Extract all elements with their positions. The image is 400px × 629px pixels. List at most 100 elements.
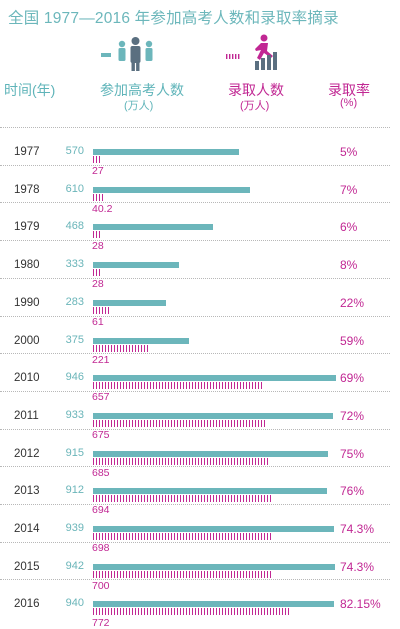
year-label: 2015	[14, 560, 40, 573]
applicants-value-label: 468	[65, 220, 84, 233]
row-divider	[0, 541, 390, 543]
admitted-value-label: 685	[92, 466, 110, 479]
admitted-legend	[226, 34, 277, 70]
year-label: 1990	[14, 296, 40, 309]
row-divider	[0, 164, 390, 166]
rate-label: 8%	[340, 258, 358, 273]
rate-label: 74.3%	[340, 522, 375, 536]
rate-label: 76%	[340, 484, 365, 499]
applicants-bar	[93, 488, 328, 495]
admitted-bar	[93, 306, 109, 314]
applicants-value-label: 283	[65, 295, 84, 308]
rate-label: 72%	[340, 408, 365, 423]
year-label: 2010	[14, 372, 40, 385]
year-label: 2011	[14, 409, 39, 422]
admitted-value-label: 700	[92, 579, 110, 592]
applicants-column-header: 参加高考人数	[100, 82, 184, 98]
year-label: 2014	[14, 523, 40, 535]
row-divider	[0, 315, 390, 317]
people-group-center-person	[130, 37, 141, 71]
year-label: 2013	[14, 485, 40, 498]
row-divider	[0, 579, 390, 581]
admitted-bar	[93, 231, 101, 239]
admitted-value-label: 221	[92, 353, 110, 366]
applicants-legend-swatch	[101, 53, 111, 57]
row-divider	[0, 353, 390, 355]
rate-label: 82.15%	[340, 597, 381, 612]
applicants-value-label: 570	[65, 145, 84, 157]
rate-label: 59%	[340, 333, 365, 348]
applicants-legend	[101, 37, 153, 71]
applicants-value-label: 939	[65, 522, 84, 534]
applicants-bar	[93, 526, 335, 532]
admitted-column-header: 录取人数	[228, 82, 284, 98]
applicants-bar	[93, 337, 190, 344]
admitted-value-label: 27	[92, 165, 104, 177]
admitted-bar	[93, 156, 101, 163]
applicants-bar	[93, 375, 336, 382]
person-climbing-stairs-icon	[255, 34, 277, 70]
year-label: 2016	[14, 598, 40, 611]
admitted-bar	[93, 570, 273, 578]
admitted-bar	[93, 608, 292, 616]
admitted-bar	[93, 419, 267, 427]
row-divider	[0, 504, 390, 505]
admitted-value-label: 657	[92, 391, 110, 404]
admitted-bar	[93, 533, 273, 540]
row-divider	[0, 277, 390, 279]
applicants-value-label: 915	[65, 446, 84, 459]
admitted-legend-swatch	[226, 54, 240, 59]
applicants-bar	[93, 186, 250, 193]
admitted-value-label: 28	[92, 278, 104, 291]
admitted-value-label: 694	[92, 504, 110, 517]
rate-label: 74.3%	[340, 559, 375, 574]
rate-column-header: 录取率	[328, 82, 370, 98]
applicants-value-label: 610	[65, 182, 84, 195]
admitted-value-label: 698	[92, 542, 110, 554]
applicants-bar	[93, 149, 240, 155]
applicants-bar	[93, 262, 179, 269]
admitted-value-label: 40.2	[92, 202, 113, 215]
applicants-value-label: 375	[65, 333, 84, 346]
admitted-value-label: 772	[92, 617, 110, 629]
applicants-value-label: 946	[65, 371, 84, 384]
admitted-unit: (万人)	[240, 100, 270, 112]
rate-label: 7%	[340, 182, 358, 197]
applicants-bar	[93, 601, 335, 608]
year-label: 1979	[14, 221, 40, 234]
row-divider	[0, 202, 390, 204]
applicants-bar	[93, 224, 214, 231]
applicants-value-label: 940	[65, 597, 84, 610]
rate-unit: (%)	[340, 97, 358, 109]
applicants-bar	[93, 563, 335, 570]
year-label: 1977	[14, 146, 40, 158]
applicants-value-label: 333	[65, 258, 84, 271]
admitted-bar	[93, 269, 101, 277]
admitted-bar	[93, 344, 150, 352]
rate-label: 5%	[340, 145, 358, 159]
year-column-header: 时间(年)	[4, 82, 56, 98]
row-divider	[0, 240, 390, 242]
rate-label: 6%	[340, 220, 358, 235]
admitted-value-label: 28	[92, 240, 104, 253]
applicants-bar	[93, 412, 333, 419]
applicants-value-label: 933	[65, 408, 84, 421]
year-label: 2012	[14, 447, 40, 460]
rate-label: 22%	[340, 295, 365, 310]
applicants-bar	[93, 299, 166, 306]
admitted-value-label: 61	[92, 315, 104, 328]
admitted-bar	[93, 457, 269, 465]
year-label: 2000	[14, 334, 40, 347]
applicants-value-label: 912	[65, 484, 84, 497]
year-label: 1978	[14, 183, 40, 196]
row-divider	[0, 428, 390, 430]
applicants-value-label: 942	[65, 559, 84, 572]
row-divider	[0, 466, 390, 468]
row-divider	[0, 127, 390, 128]
admitted-bar	[93, 495, 272, 503]
row-divider	[0, 390, 390, 392]
applicants-bar	[93, 450, 329, 457]
people-group-icon	[118, 40, 153, 61]
chart-title: 全国 1977—2016 年参加高考人数和录取率摘录	[8, 10, 339, 27]
admitted-bar	[93, 382, 262, 390]
